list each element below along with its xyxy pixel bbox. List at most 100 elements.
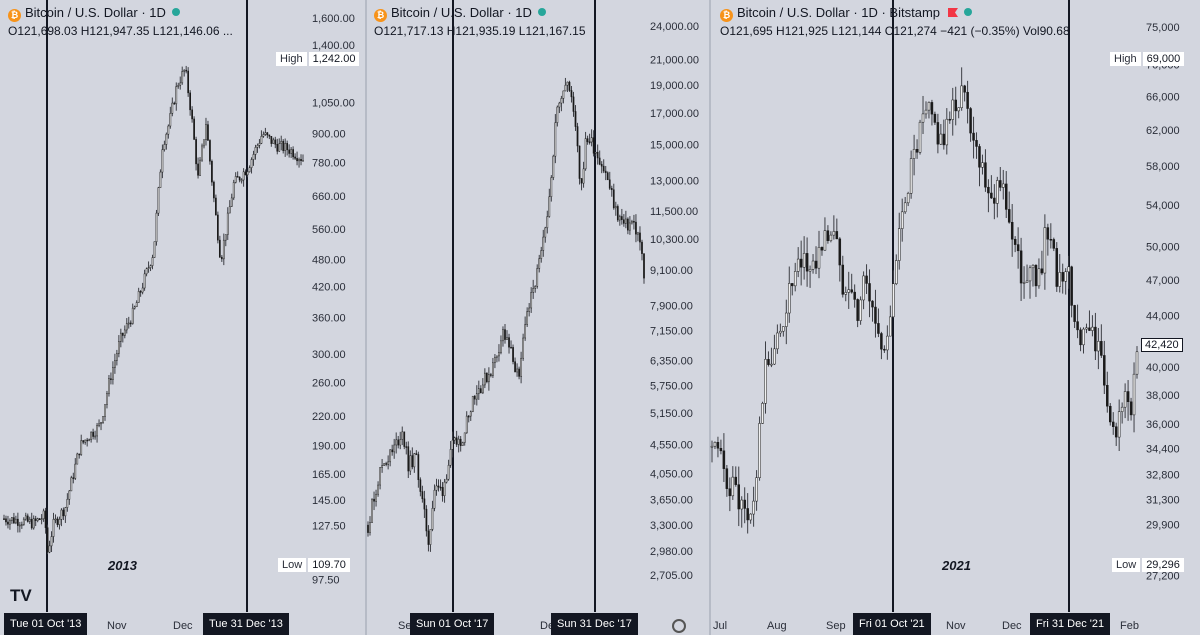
candle-body — [805, 253, 809, 272]
candle-body — [600, 163, 603, 167]
y-tick-label: 420.00 — [312, 281, 346, 293]
candle-body — [614, 206, 617, 209]
candle-body — [94, 435, 96, 438]
candle-body — [522, 337, 524, 359]
candle-body — [7, 521, 9, 525]
candle-body — [506, 337, 508, 340]
candle-body — [135, 302, 138, 308]
candle-body — [620, 216, 623, 220]
candle-body — [1120, 406, 1124, 412]
y-tick-label: 17,000.00 — [650, 108, 699, 120]
market-open-icon — [964, 8, 972, 16]
candle-body — [871, 300, 874, 308]
candle-body — [1114, 426, 1118, 438]
candle-body — [264, 132, 267, 135]
candle-body — [752, 500, 755, 515]
flag-icon[interactable] — [948, 8, 958, 17]
y-tick-label: 190.00 — [312, 441, 346, 453]
candle-body — [258, 143, 261, 146]
x-label-nov: Nov — [107, 620, 127, 632]
y-tick-label: 7,900.00 — [650, 301, 693, 313]
candle-body — [606, 172, 609, 181]
candle-body — [240, 179, 243, 182]
candle-body — [1097, 341, 1100, 352]
candle-body — [403, 431, 406, 447]
candle-body — [266, 132, 269, 136]
candle-body — [972, 132, 975, 141]
candle-body — [272, 139, 275, 144]
candle-body — [459, 438, 462, 446]
candle-body — [826, 230, 830, 241]
candle-body — [740, 499, 743, 510]
tradingview-logo[interactable]: TV — [10, 586, 32, 605]
panel1-ohlc: O121,698.03 H121,947.35 L121,146.06 ... — [8, 24, 233, 38]
candle-body — [612, 189, 615, 209]
candle-body — [367, 524, 369, 533]
y-tick-label: 47,000 — [1146, 275, 1180, 287]
y-tick-label: 145.00 — [312, 495, 346, 507]
candle-body — [248, 167, 251, 173]
candle-body — [502, 329, 504, 342]
candle-body — [171, 102, 174, 114]
x-label-aug: Aug — [767, 620, 787, 632]
candle-body — [608, 179, 611, 189]
candle-body — [874, 306, 877, 324]
settings-gear-icon[interactable] — [672, 619, 686, 633]
candle-body — [399, 439, 402, 446]
candle-body — [137, 291, 140, 303]
high-value: 1,242.00 — [308, 52, 360, 66]
candle-body — [195, 139, 197, 165]
candle-body — [242, 171, 245, 181]
candle-body — [518, 368, 520, 377]
candle-body — [999, 180, 1002, 188]
candle-body — [584, 138, 587, 170]
candle-body — [17, 518, 19, 526]
candle-body — [201, 145, 203, 161]
candle-body — [566, 81, 569, 86]
candle-body — [604, 170, 607, 173]
candle-body — [280, 140, 283, 144]
candle-body — [580, 178, 583, 184]
y-tick-label: 40,000 — [1146, 362, 1180, 374]
candle-body — [488, 374, 490, 383]
candle-body — [1002, 183, 1005, 188]
candle-body — [912, 149, 916, 159]
y-tick-label: 660.00 — [312, 191, 346, 203]
candle-body — [286, 143, 289, 151]
candle-body — [475, 393, 478, 400]
candle-body — [602, 165, 605, 172]
candle-body — [892, 283, 895, 318]
candle-body — [481, 384, 484, 394]
candle-body — [62, 509, 65, 517]
candle-body — [588, 141, 591, 144]
candle-body — [639, 232, 641, 243]
high-label: High — [1110, 52, 1141, 66]
candle-body — [856, 299, 859, 321]
y-tick-label: 780.00 — [312, 157, 346, 169]
y-tick-label: 1,050.00 — [312, 98, 355, 110]
candle-body — [250, 159, 253, 168]
candle-body — [865, 275, 868, 284]
candle-body — [1061, 272, 1064, 282]
candle-body — [761, 403, 764, 424]
y-tick-label: 4,550.00 — [650, 439, 693, 451]
candle-body — [165, 133, 168, 145]
y-tick-label: 480.00 — [312, 255, 346, 267]
candle-body — [546, 216, 549, 229]
low-label: Low — [278, 558, 307, 572]
y-tick-label: 34,400 — [1146, 444, 1180, 456]
candle-body — [401, 431, 404, 440]
candle-body — [633, 221, 635, 223]
y-tick-label: 54,000 — [1146, 200, 1180, 212]
candle-body — [70, 477, 73, 492]
candle-body — [592, 137, 595, 154]
candle-body — [393, 444, 396, 453]
candle-body — [199, 159, 201, 176]
candle-body — [868, 283, 871, 302]
candle-body — [942, 133, 946, 146]
candle-body — [746, 508, 749, 521]
candle-body — [1043, 227, 1047, 274]
candle-body — [461, 442, 464, 446]
panel3-ohlc: O121,695 H121,925 L121,144 C121,274 −421… — [720, 24, 1070, 38]
